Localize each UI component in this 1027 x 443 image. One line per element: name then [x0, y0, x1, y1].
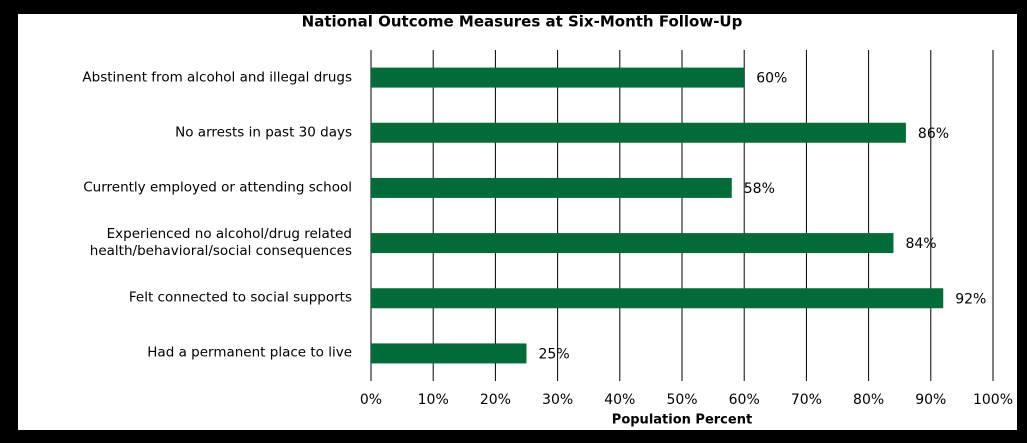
bar [371, 122, 906, 143]
x-tick-label: 60% [729, 392, 760, 408]
x-tick-label: 100% [973, 392, 1013, 408]
y-tick-label: Felt connected to social supports [128, 289, 352, 306]
x-tick-label: 70% [791, 392, 822, 408]
data-label: 92% [955, 291, 986, 307]
x-tick-label: 0% [360, 392, 382, 408]
data-label: 60% [756, 71, 787, 87]
y-tick-label: Had a permanent place to live [147, 344, 352, 361]
y-tick-label: Currently employed or attending school [83, 179, 352, 196]
data-label: 86% [918, 126, 949, 142]
data-label: 58% [744, 181, 775, 197]
x-tick-label: 80% [853, 392, 884, 408]
x-tick-label: 40% [604, 392, 635, 408]
bar [371, 233, 894, 254]
y-tick-label: Abstinent from alcohol and illegal drugs [82, 69, 352, 86]
chart-title: National Outcome Measures at Six-Month F… [302, 13, 743, 31]
bar [371, 343, 527, 364]
x-tick-label: 30% [542, 392, 573, 408]
x-tick-label: 10% [418, 392, 449, 408]
y-tick-label: No arrests in past 30 days [175, 124, 352, 141]
x-tick-label: 50% [666, 392, 697, 408]
x-tick-label: 20% [480, 392, 511, 408]
bar [371, 177, 732, 198]
frame-top [0, 0, 1027, 14]
data-label: 25% [539, 346, 570, 362]
data-label: 84% [905, 236, 936, 252]
bar [371, 67, 745, 88]
bar [371, 288, 944, 309]
y-tick-label: Experienced no alcohol/drug related heal… [89, 226, 352, 260]
x-axis-title: Population Percent [612, 413, 752, 428]
x-tick-label: 90% [915, 392, 946, 408]
